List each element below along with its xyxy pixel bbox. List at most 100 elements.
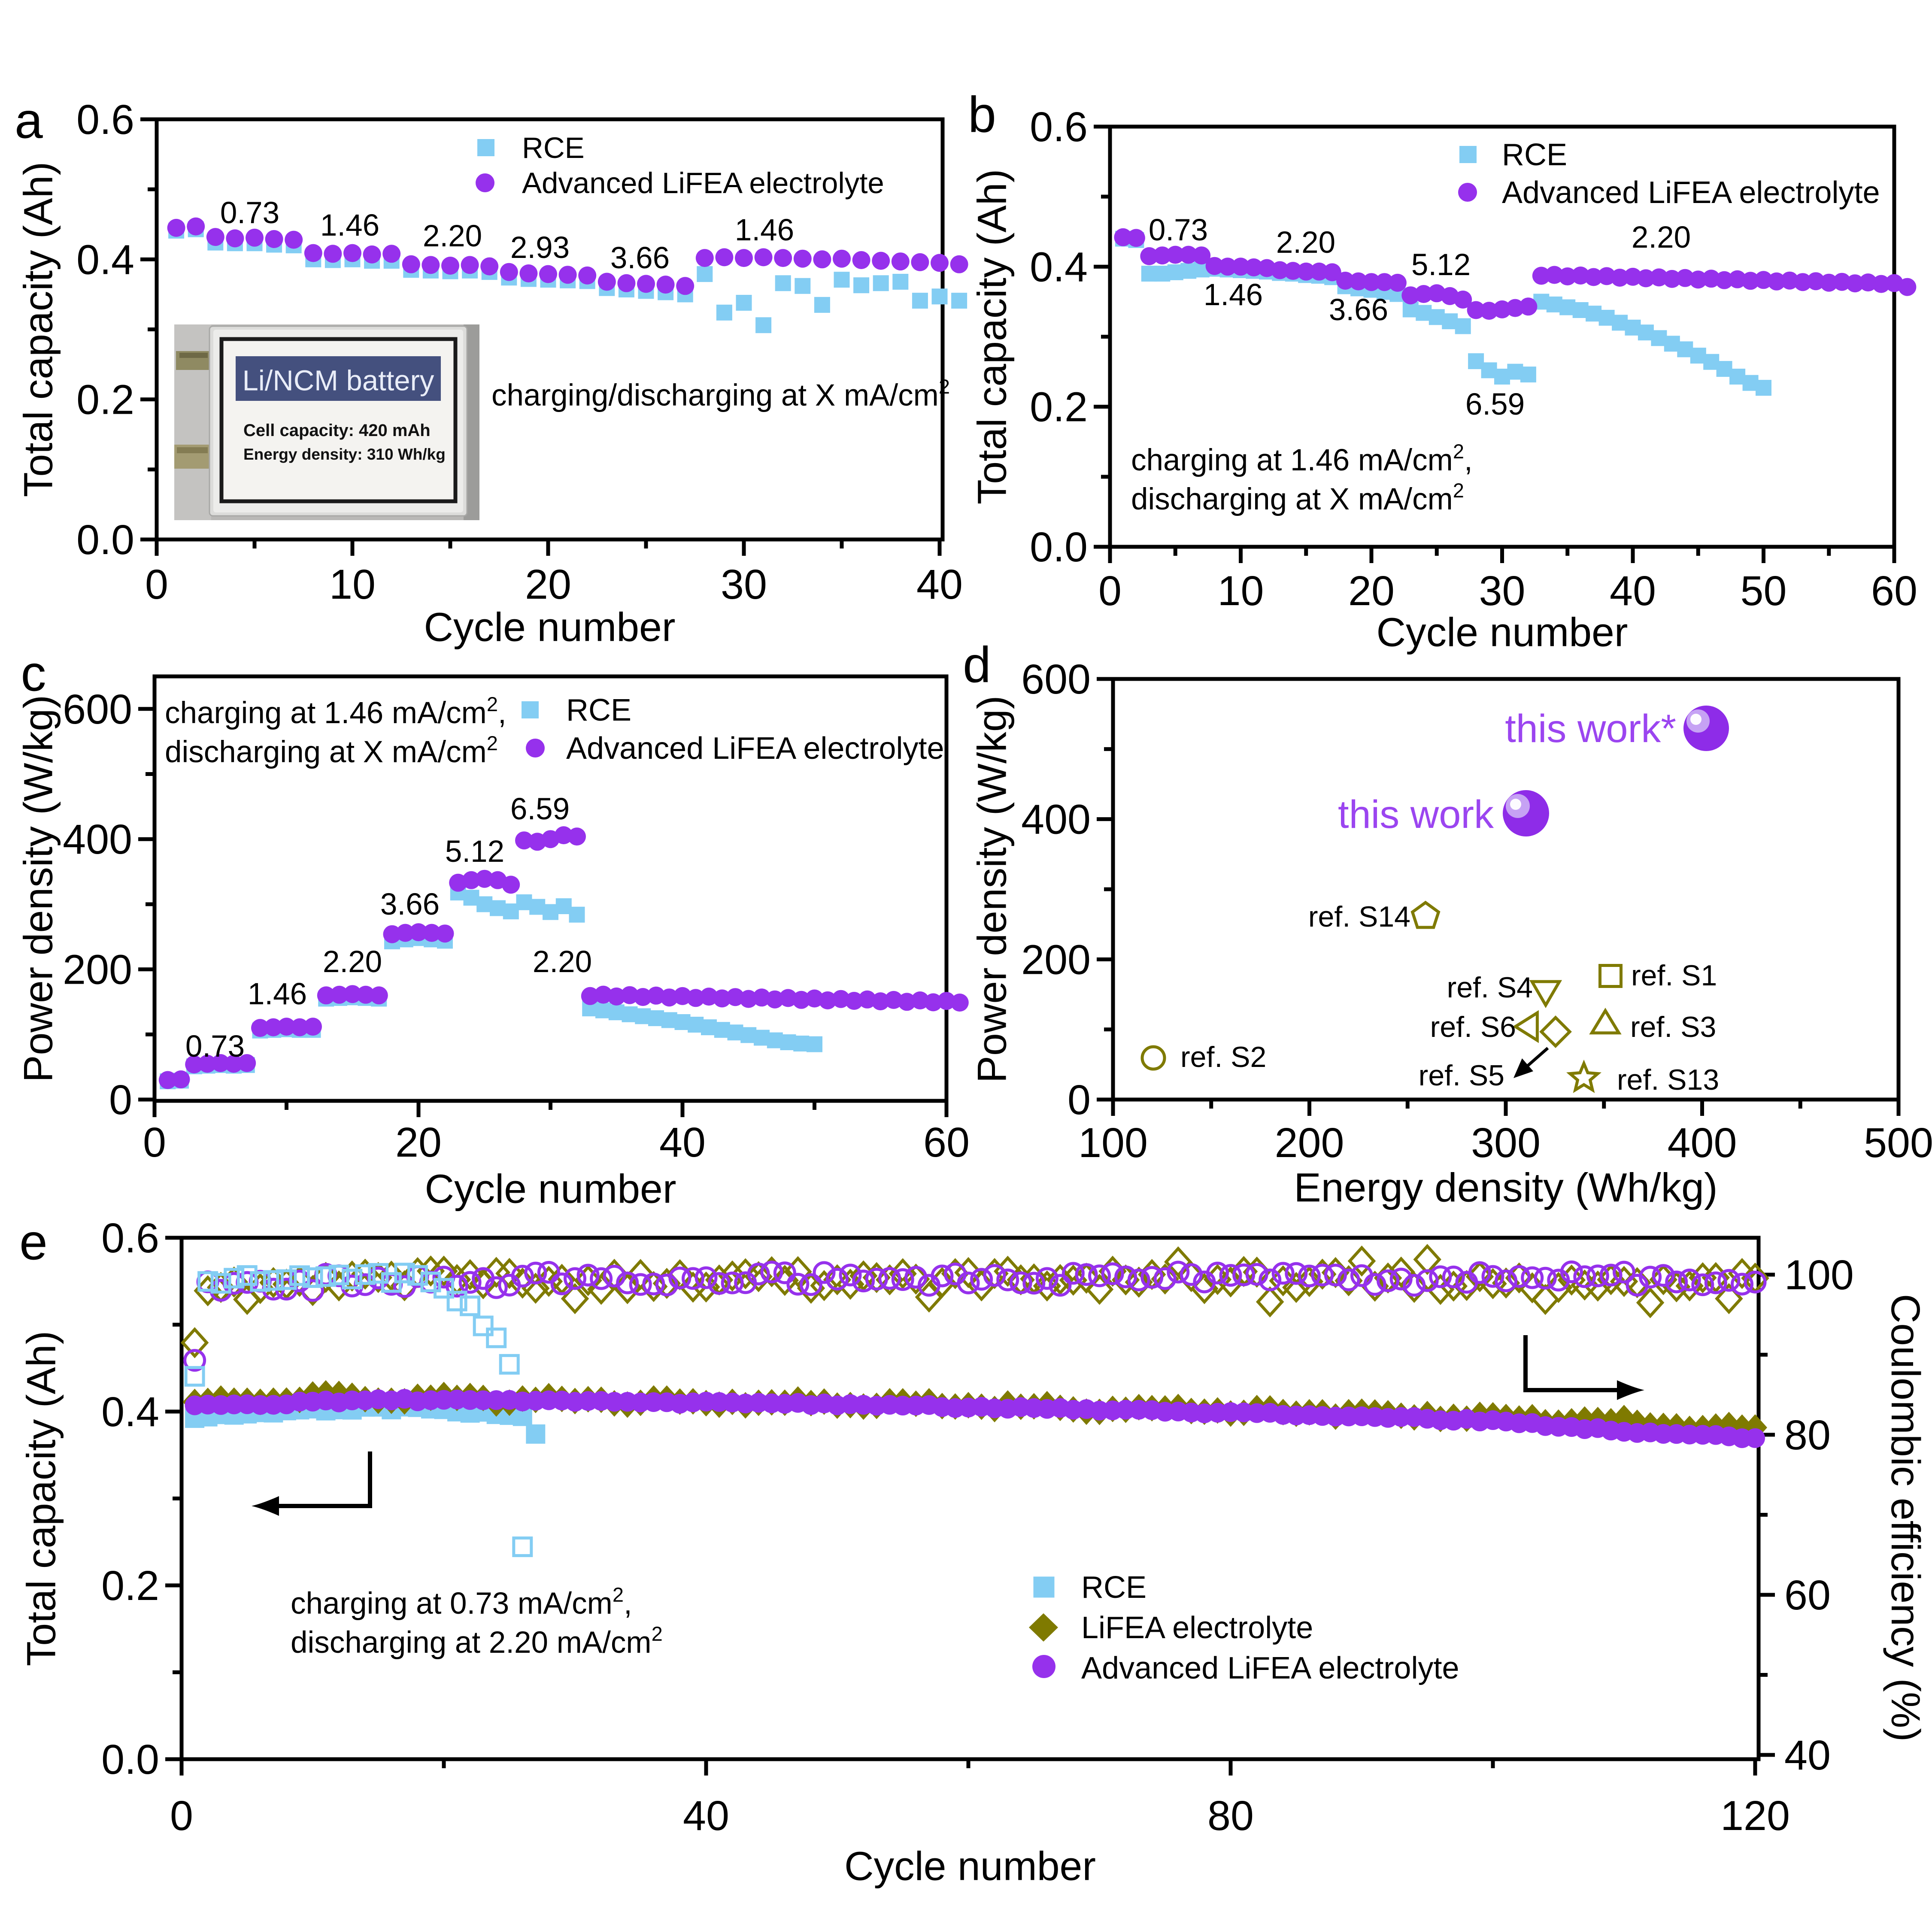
svg-text:60: 60 xyxy=(923,1119,970,1166)
svg-text:30: 30 xyxy=(1479,567,1526,614)
svg-text:200: 200 xyxy=(1021,936,1091,983)
svg-text:RCE: RCE xyxy=(566,693,631,727)
svg-text:Cycle number: Cycle number xyxy=(1376,609,1628,655)
svg-text:5.12: 5.12 xyxy=(445,835,504,869)
svg-text:0.0: 0.0 xyxy=(101,1736,159,1783)
svg-text:0: 0 xyxy=(170,1792,193,1839)
svg-text:Power density (W/kg): Power density (W/kg) xyxy=(15,695,61,1082)
svg-text:LiFEA electrolyte: LiFEA electrolyte xyxy=(1081,1611,1313,1645)
svg-text:0.6: 0.6 xyxy=(76,96,134,143)
svg-text:0.2: 0.2 xyxy=(76,376,134,423)
svg-text:40: 40 xyxy=(1610,567,1656,614)
svg-text:ref. S4: ref. S4 xyxy=(1447,971,1533,1004)
svg-text:Li/NCM battery: Li/NCM battery xyxy=(243,364,434,397)
svg-text:charging at 1.46 mA/cm2,: charging at 1.46 mA/cm2, xyxy=(165,693,507,730)
svg-text:0.73: 0.73 xyxy=(185,1030,245,1064)
svg-text:ref. S1: ref. S1 xyxy=(1631,959,1717,992)
svg-text:Cycle number: Cycle number xyxy=(844,1843,1096,1889)
svg-text:600: 600 xyxy=(1021,656,1091,703)
svg-text:ref. S3: ref. S3 xyxy=(1630,1011,1716,1043)
svg-text:d: d xyxy=(963,636,991,693)
svg-text:Cycle number: Cycle number xyxy=(424,604,675,650)
svg-text:400: 400 xyxy=(1668,1119,1737,1166)
svg-text:Cycle number: Cycle number xyxy=(425,1166,676,1212)
svg-text:20: 20 xyxy=(1348,567,1395,614)
svg-text:0: 0 xyxy=(145,561,168,608)
svg-text:50: 50 xyxy=(1741,567,1787,614)
svg-text:0.6: 0.6 xyxy=(101,1215,159,1261)
svg-text:RCE: RCE xyxy=(522,131,585,164)
svg-text:this work*: this work* xyxy=(1505,707,1676,751)
svg-text:discharging at X mA/cm2: discharging at X mA/cm2 xyxy=(165,732,498,769)
svg-text:charging at 0.73 mA/cm2,: charging at 0.73 mA/cm2, xyxy=(291,1583,632,1621)
svg-text:charging at 1.46 mA/cm2,: charging at 1.46 mA/cm2, xyxy=(1131,440,1473,477)
svg-text:charging/discharging at X mA/c: charging/discharging at X mA/cm2 xyxy=(491,375,950,412)
svg-text:200: 200 xyxy=(63,946,132,993)
svg-text:b: b xyxy=(968,86,996,143)
svg-text:30: 30 xyxy=(721,561,767,608)
svg-text:1.46: 1.46 xyxy=(735,213,794,247)
svg-text:2.93: 2.93 xyxy=(510,231,570,265)
svg-text:0.4: 0.4 xyxy=(76,236,134,283)
svg-text:Total capacity (Ah): Total capacity (Ah) xyxy=(18,1331,64,1666)
svg-text:0: 0 xyxy=(1098,567,1122,614)
svg-text:10: 10 xyxy=(1218,567,1264,614)
svg-text:Cell capacity: 420 mAh: Cell capacity: 420 mAh xyxy=(243,421,431,440)
svg-text:0: 0 xyxy=(1068,1076,1091,1123)
svg-text:Energy density (Wh/kg): Energy density (Wh/kg) xyxy=(1294,1165,1717,1210)
svg-text:80: 80 xyxy=(1784,1412,1831,1458)
svg-text:Energy density: 310 Wh/kg: Energy density: 310 Wh/kg xyxy=(243,445,446,463)
svg-text:400: 400 xyxy=(1021,796,1091,843)
svg-text:Advanced LiFEA electrolyte: Advanced LiFEA electrolyte xyxy=(1081,1651,1459,1685)
svg-text:a: a xyxy=(15,92,43,149)
svg-text:2.20: 2.20 xyxy=(1276,226,1335,260)
svg-text:discharging at 2.20 mA/cm2: discharging at 2.20 mA/cm2 xyxy=(291,1622,663,1660)
svg-text:0.0: 0.0 xyxy=(1030,524,1088,570)
svg-text:ref. S13: ref. S13 xyxy=(1617,1064,1719,1096)
svg-text:ref. S5: ref. S5 xyxy=(1419,1059,1504,1092)
svg-text:60: 60 xyxy=(1784,1572,1831,1618)
svg-text:40: 40 xyxy=(659,1119,706,1166)
svg-text:Total capacity (Ah): Total capacity (Ah) xyxy=(15,162,61,497)
svg-text:Advanced LiFEA electrolyte: Advanced LiFEA electrolyte xyxy=(522,167,884,200)
svg-text:1.46: 1.46 xyxy=(1204,278,1263,312)
svg-text:80: 80 xyxy=(1207,1792,1254,1839)
svg-text:discharging at X mA/cm2: discharging at X mA/cm2 xyxy=(1131,479,1464,516)
svg-text:40: 40 xyxy=(683,1792,729,1839)
svg-text:Advanced LiFEA electrolyte: Advanced LiFEA electrolyte xyxy=(1502,176,1880,210)
svg-text:0.4: 0.4 xyxy=(1030,243,1088,290)
svg-text:400: 400 xyxy=(63,816,132,863)
svg-text:RCE: RCE xyxy=(1081,1570,1146,1605)
svg-text:120: 120 xyxy=(1720,1792,1790,1839)
svg-text:c: c xyxy=(21,645,46,702)
svg-text:0.73: 0.73 xyxy=(220,196,279,230)
svg-text:500: 500 xyxy=(1864,1119,1932,1166)
svg-text:0.2: 0.2 xyxy=(1030,384,1088,430)
svg-text:ref. S14: ref. S14 xyxy=(1308,900,1410,933)
svg-text:0.0: 0.0 xyxy=(76,516,134,563)
svg-text:3.66: 3.66 xyxy=(380,888,440,921)
svg-text:3.66: 3.66 xyxy=(610,241,670,275)
svg-text:0.2: 0.2 xyxy=(101,1562,159,1609)
svg-text:40: 40 xyxy=(1784,1732,1831,1779)
svg-text:2.20: 2.20 xyxy=(323,945,382,979)
svg-text:2.20: 2.20 xyxy=(533,945,592,979)
svg-text:60: 60 xyxy=(1871,567,1917,614)
svg-text:100: 100 xyxy=(1784,1251,1854,1298)
svg-text:10: 10 xyxy=(329,561,376,608)
svg-text:2.20: 2.20 xyxy=(1632,221,1691,255)
svg-text:1.46: 1.46 xyxy=(320,209,379,242)
svg-text:3.66: 3.66 xyxy=(1329,293,1388,327)
svg-text:0: 0 xyxy=(143,1119,166,1166)
svg-text:6.59: 6.59 xyxy=(510,792,570,826)
svg-text:Coulombic efficiency (%): Coulombic efficiency (%) xyxy=(1883,1294,1928,1742)
svg-text:600: 600 xyxy=(63,686,132,733)
svg-text:200: 200 xyxy=(1275,1119,1344,1166)
svg-text:e: e xyxy=(19,1214,48,1270)
svg-text:Power density (W/kg): Power density (W/kg) xyxy=(969,696,1015,1083)
svg-text:100: 100 xyxy=(1078,1119,1148,1166)
svg-text:1.46: 1.46 xyxy=(248,977,307,1011)
svg-text:20: 20 xyxy=(525,561,571,608)
svg-text:this work: this work xyxy=(1338,793,1494,836)
svg-text:20: 20 xyxy=(395,1119,442,1166)
